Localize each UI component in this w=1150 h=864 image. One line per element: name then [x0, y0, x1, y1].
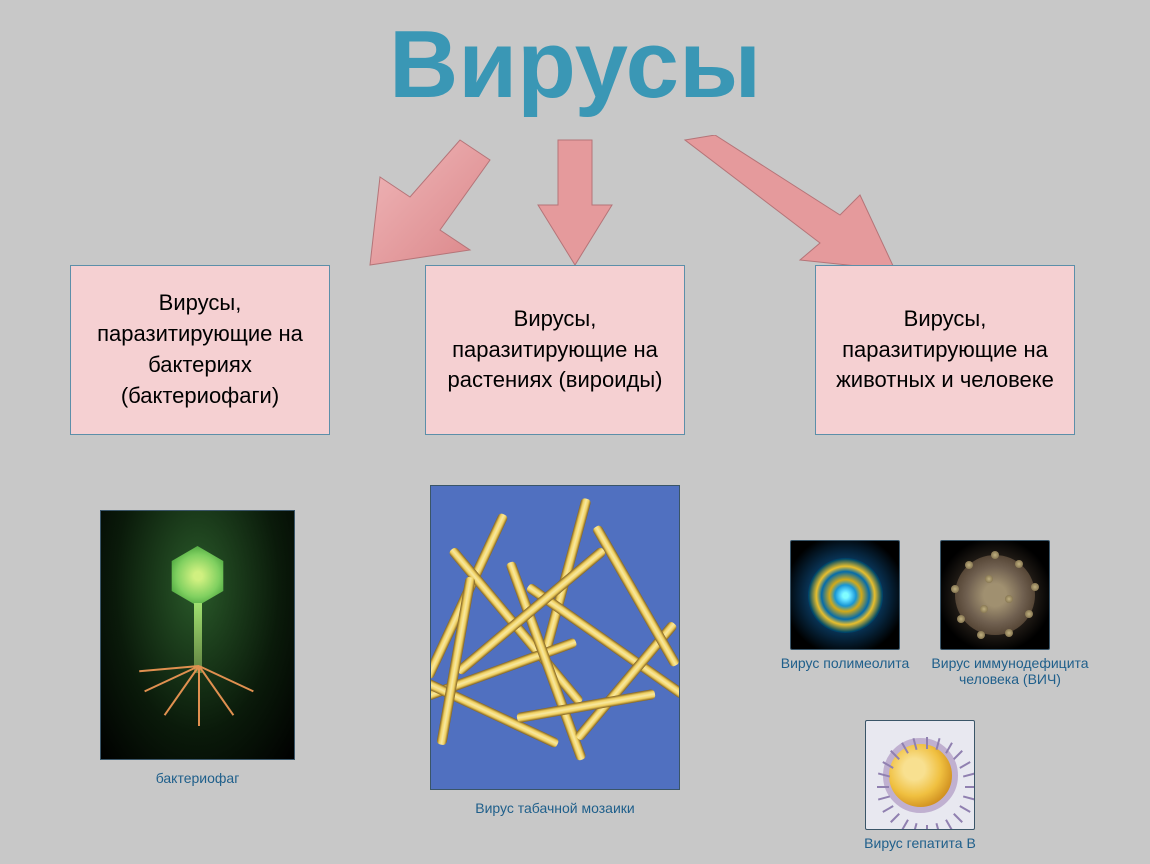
hiv-caption: Вирус иммунодефицита человека (ВИЧ) — [930, 655, 1090, 687]
category-text: Вирусы, паразитирующие на бактериях (бак… — [86, 288, 314, 411]
arrow-center — [530, 135, 620, 275]
bacteriophage-caption: бактериофаг — [100, 770, 295, 786]
tmv-image — [430, 485, 680, 790]
category-box-plants: Вирусы, паразитирующие на растениях (вир… — [425, 265, 685, 435]
category-box-animals: Вирусы, паразитирующие на животных и чел… — [815, 265, 1075, 435]
arrow-left — [340, 135, 520, 275]
polio-caption: Вирус полимеолита — [775, 655, 915, 671]
hiv-image — [940, 540, 1050, 650]
hepb-image — [865, 720, 975, 830]
bacteriophage-image — [100, 510, 295, 760]
category-text: Вирусы, паразитирующие на животных и чел… — [831, 304, 1059, 396]
arrow-right — [660, 135, 920, 275]
category-text: Вирусы, паразитирующие на растениях (вир… — [441, 304, 669, 396]
polio-image — [790, 540, 900, 650]
category-box-bacteria: Вирусы, паразитирующие на бактериях (бак… — [70, 265, 330, 435]
tmv-caption: Вирус табачной мозаики — [430, 800, 680, 816]
hepb-caption: Вирус гепатита В — [840, 835, 1000, 851]
diagram-title: Вирусы — [389, 10, 761, 120]
